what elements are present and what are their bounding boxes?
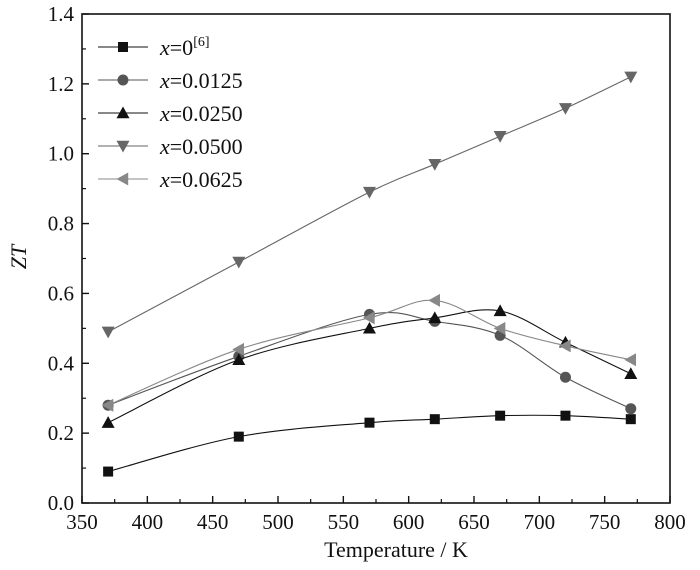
legend-label: x=0.0125	[159, 68, 243, 93]
data-point	[560, 410, 571, 421]
data-point	[233, 431, 244, 442]
legend-value: =0.0250	[170, 101, 243, 126]
data-point	[495, 410, 506, 421]
legend-entry-3: x=0.0250	[98, 101, 243, 126]
data-point	[232, 256, 246, 269]
data-point	[364, 417, 375, 428]
data-point	[103, 466, 114, 477]
data-point	[362, 321, 376, 334]
y-tick-label: 0.2	[48, 421, 74, 445]
legend-value: =0	[170, 35, 193, 60]
data-point	[625, 414, 636, 425]
legend-label: x=0.0625	[159, 167, 243, 192]
y-axis-label: ZT	[6, 243, 31, 269]
series-4	[101, 71, 638, 339]
x-tick-label: 750	[589, 510, 621, 534]
data-point	[558, 103, 572, 115]
x-tick-label: 400	[132, 510, 164, 534]
data-point	[493, 321, 506, 335]
data-point	[362, 186, 376, 199]
legend-entry-5: x=0.0625	[98, 167, 243, 192]
x-tick-label: 350	[66, 510, 98, 534]
data-point	[429, 414, 440, 425]
data-point	[559, 371, 571, 383]
x-tick-label: 650	[458, 510, 490, 534]
legend-variable: x	[159, 134, 170, 159]
legend-marker	[117, 74, 129, 86]
series-3	[101, 304, 638, 428]
data-point	[428, 311, 442, 324]
data-point	[558, 339, 571, 353]
legend-marker	[116, 140, 130, 153]
data-point	[625, 403, 637, 415]
legend-value: =0.0500	[170, 134, 243, 159]
data-point	[493, 304, 507, 317]
y-tick-label: 0.0	[48, 491, 74, 515]
data-point	[428, 293, 440, 307]
x-tick-label: 500	[262, 510, 294, 534]
y-tick-label: 1.2	[48, 72, 74, 96]
legend-entry-1: x=0[6]	[98, 35, 210, 60]
legend-value: =0.0125	[170, 68, 243, 93]
legend-entry-4: x=0.0500	[98, 134, 243, 159]
x-tick-label: 800	[654, 510, 686, 534]
legend-marker	[116, 172, 129, 186]
legend-marker	[116, 106, 130, 119]
axes-group: 350 400 450 500 550 600 650 700 750 800 0.0 0.2 0.4 0…	[48, 2, 686, 534]
x-tick-label: 600	[393, 510, 425, 534]
data-point	[101, 326, 115, 339]
data-point	[232, 353, 246, 365]
plot-group	[101, 71, 638, 477]
legend-variable: x	[159, 35, 170, 60]
y-tick-label: 1.4	[48, 2, 75, 26]
legend-marker	[118, 42, 128, 52]
legend-label: x=0.0500	[159, 134, 243, 159]
x-tick-label: 550	[328, 510, 360, 534]
legend-value: =0.0625	[170, 167, 243, 192]
y-tick-label: 0.8	[48, 212, 74, 236]
series-5	[101, 293, 636, 412]
data-point	[362, 311, 375, 325]
x-axis-label: Temperature / K	[324, 537, 468, 562]
legend-entry-2: x=0.0125	[98, 68, 243, 93]
x-tick-label: 450	[197, 510, 229, 534]
y-tick-label: 1.0	[48, 142, 74, 166]
data-point	[428, 158, 442, 171]
legend-variable: x	[159, 167, 170, 192]
y-tick-label: 0.4	[48, 351, 75, 375]
data-point	[624, 367, 638, 379]
legend-reference: [6]	[193, 35, 209, 50]
legend-variable: x	[159, 101, 170, 126]
x-tick-label: 700	[524, 510, 556, 534]
data-point	[101, 416, 115, 428]
series-1	[103, 410, 636, 477]
data-point	[232, 342, 244, 356]
legend-label: x=0.0250	[159, 101, 243, 126]
data-point	[624, 71, 638, 84]
data-point	[101, 398, 114, 412]
legend-variable: x	[159, 68, 170, 93]
legend-label: x=0[6]	[159, 35, 210, 60]
data-point	[624, 353, 636, 367]
y-tick-label: 0.6	[48, 281, 74, 305]
data-point	[493, 131, 507, 143]
